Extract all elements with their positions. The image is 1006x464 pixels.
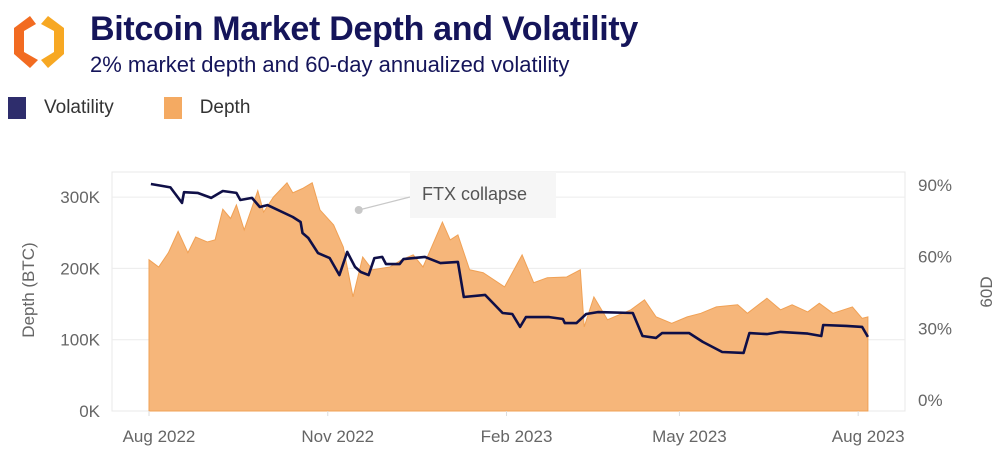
y-axis-left-label: Depth (BTC): [19, 242, 38, 337]
legend: Volatility Depth: [8, 97, 300, 119]
x-tick-label: Aug 2022: [123, 427, 196, 446]
y-left-tick-label: 300K: [60, 188, 100, 207]
logo-right-bracket: [41, 16, 64, 68]
annotation-connector: [358, 196, 411, 211]
legend-item-depth[interactable]: Depth: [163, 97, 251, 119]
annotation-box: [410, 172, 556, 218]
legend-swatch-volatility: [8, 97, 26, 119]
y-right-tick-label: 60%: [918, 248, 952, 267]
logo-left-bracket: [14, 16, 38, 68]
annotation-marker: [354, 206, 363, 214]
y-right-tick-label: 90%: [918, 176, 952, 195]
legend-label-volatility: Volatility: [44, 97, 114, 118]
legend-swatch-depth: [163, 97, 182, 119]
y-left-tick-label: 200K: [60, 259, 100, 278]
depth-area: [148, 181, 869, 412]
chart-title: Bitcoin Market Depth and Volatility: [90, 10, 639, 48]
brand-logo: [14, 16, 64, 68]
chart-subtitle: 2% market depth and 60-day annualized vo…: [90, 52, 570, 77]
y-right-tick-label: 0%: [918, 391, 943, 410]
y-left-tick-label: 0K: [79, 402, 100, 421]
y-axis-right-label: 60D: [977, 276, 996, 307]
x-tick-label: Aug 2023: [832, 427, 905, 446]
x-tick-label: May 2023: [652, 427, 727, 446]
y-left-tick-label: 100K: [60, 331, 100, 350]
legend-item-volatility[interactable]: Volatility: [8, 97, 114, 119]
x-tick-label: Feb 2023: [481, 427, 553, 446]
annotation-label: FTX collapse: [422, 184, 527, 204]
x-tick-label: Nov 2022: [301, 427, 374, 446]
legend-label-depth: Depth: [199, 97, 251, 118]
y-right-tick-label: 30%: [918, 319, 952, 338]
volatility-line: [150, 182, 870, 355]
